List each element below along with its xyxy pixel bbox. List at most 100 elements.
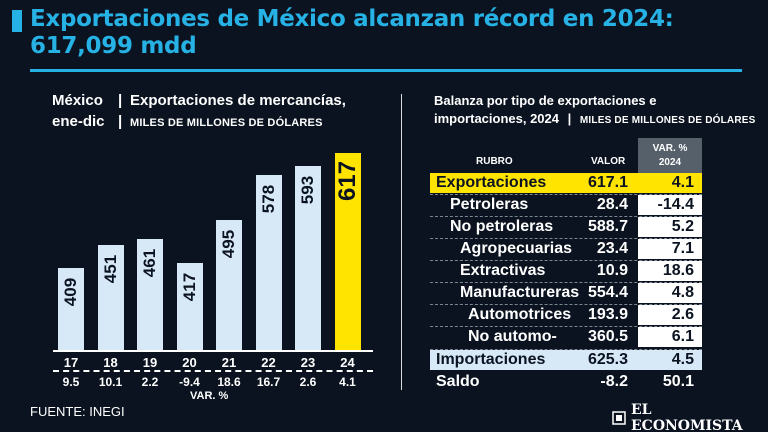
- table-row: Exportaciones 617.1 4.1: [430, 173, 702, 193]
- bar-value-label: 578: [258, 184, 278, 213]
- chart-heading-country: México: [52, 92, 103, 109]
- row-var: 6.1: [638, 327, 702, 347]
- var-pct-label: -9.4: [179, 375, 200, 389]
- row-value: 193.9: [587, 306, 628, 323]
- bar-22: [255, 174, 282, 350]
- table-row: Importaciones 625.3 4.5: [430, 350, 702, 370]
- row-separator: [430, 260, 702, 261]
- bar-21: [216, 220, 242, 350]
- x-tick-label: 24: [340, 355, 355, 370]
- chart-heading-period: ene-dic: [52, 113, 105, 130]
- row-value: 625.3: [587, 351, 628, 368]
- row-name: Automotrices: [468, 306, 572, 323]
- col-header-var-line2: 2024: [658, 157, 682, 168]
- row-name: Petroleras: [450, 196, 529, 213]
- table-heading-line1: Balanza por tipo de exportaciones e: [434, 93, 657, 108]
- x-tick-label: 19: [142, 355, 158, 370]
- table-heading-separator: |: [567, 111, 572, 126]
- var-pct-label: 16.7: [256, 375, 281, 389]
- row-var: 4.1: [671, 174, 694, 191]
- bar-value-label: 495: [219, 230, 238, 259]
- row-name: No petroleras: [450, 218, 554, 235]
- row-value: 23.4: [596, 240, 628, 257]
- x-tick-label: 21: [221, 355, 237, 370]
- chart-heading: México | Exportaciones de mercancías, en…: [52, 92, 346, 134]
- table-row: Saldo -8.2 50.1: [430, 372, 702, 392]
- row-name: Agropecuarias: [460, 240, 573, 257]
- x-tick-label: 17: [63, 355, 79, 370]
- row-var: 7.1: [638, 239, 702, 259]
- bar-value-label: 417: [179, 273, 199, 302]
- row-var: 5.2: [638, 217, 702, 237]
- table-heading-line2-wrap: importaciones, 2024 | MILES DE MILLONES …: [434, 110, 756, 130]
- col-header-var: VAR. % 2024: [638, 138, 702, 175]
- table-heading-line2: importaciones, 2024: [434, 111, 559, 126]
- source-note: FUENTE: INEGI: [30, 404, 125, 419]
- bar-18: [97, 244, 124, 350]
- bar-17: [58, 267, 84, 350]
- chart-heading-units: MILES DE MILLONES DE DÓLARES: [130, 117, 323, 129]
- economista-mark-icon: [612, 411, 626, 425]
- col-header-var-line1: VAR. %: [652, 143, 688, 154]
- row-var: 50.1: [662, 373, 694, 390]
- var-pct-label: 10.1: [98, 375, 123, 389]
- exports-bar-chart: VAR. % 409 17 9.5 451 18 10.1 461 19 2.2 417 20 -9.…: [53, 153, 373, 402]
- x-tick-label: 22: [261, 355, 276, 370]
- var-pct-label: 2.6: [299, 375, 317, 389]
- row-var: 4.5: [671, 351, 694, 368]
- row-separator: [430, 304, 702, 305]
- chart-heading-separator: |: [118, 92, 123, 109]
- row-value: -8.2: [600, 373, 628, 390]
- row-value: 617.1: [587, 174, 628, 191]
- page-title: Exportaciones de México alcanzan récord …: [30, 6, 674, 59]
- table-heading: Balanza por tipo de exportaciones e impo…: [434, 92, 756, 130]
- bar-20: [176, 263, 203, 350]
- row-var: 18.6: [638, 261, 702, 281]
- title-rule: [30, 69, 742, 72]
- brand-logo-text: EL ECONOMISTA: [631, 402, 743, 432]
- table-row: Automotrices 193.9 2.6: [430, 305, 702, 325]
- table-row: Extractivas 10.9 18.6: [430, 261, 702, 281]
- var-pct-label: 9.5: [62, 375, 80, 389]
- var-pct-label: 18.6: [217, 375, 241, 389]
- row-name: Extractivas: [460, 262, 546, 279]
- title-accent-bar: [12, 10, 22, 32]
- row-value: 28.4: [596, 196, 628, 213]
- row-var: 2.6: [638, 305, 702, 325]
- bar-value-label: 451: [100, 254, 120, 283]
- table-row: No automo- 360.5 6.1: [430, 327, 702, 347]
- table-row: Petroleras 28.4 -14.4: [430, 195, 702, 215]
- row-name: Exportaciones: [436, 174, 547, 191]
- row-name: Saldo: [436, 373, 480, 390]
- bar-value-label: 461: [140, 249, 159, 278]
- var-axis-label: VAR. %: [190, 390, 229, 402]
- table-row: Manufactureras 554.4 4.8: [430, 283, 702, 303]
- panel-divider: [401, 94, 402, 390]
- row-var: -14.4: [638, 195, 702, 215]
- x-tick-label: 18: [103, 355, 118, 370]
- row-name: Importaciones: [436, 351, 546, 368]
- col-header-rubro: RUBRO: [476, 156, 513, 167]
- table-row: No petroleras 588.7 5.2: [430, 217, 702, 237]
- row-separator: [430, 238, 702, 239]
- var-pct-label: 4.1: [339, 375, 356, 389]
- row-separator: [430, 194, 702, 195]
- row-var: 4.8: [638, 283, 702, 303]
- row-separator: [430, 349, 702, 350]
- var-pct-label: 2.2: [141, 375, 159, 389]
- row-value: 588.7: [587, 218, 628, 235]
- x-tick-label: 23: [300, 355, 316, 370]
- row-value: 360.5: [587, 328, 628, 345]
- row-value: 10.9: [596, 262, 628, 279]
- col-header-valor: VALOR: [591, 156, 626, 167]
- chart-heading-subject: Exportaciones de mercancías,: [130, 92, 346, 109]
- row-name: No automo-: [468, 328, 557, 345]
- x-axis-line: [53, 350, 373, 352]
- row-separator: [430, 326, 702, 327]
- x-tick-label: 20: [182, 355, 197, 370]
- bar-19: [137, 239, 163, 350]
- bar-23: [295, 166, 321, 350]
- row-value: 554.4: [587, 284, 628, 301]
- chart-heading-separator-2: |: [118, 113, 123, 130]
